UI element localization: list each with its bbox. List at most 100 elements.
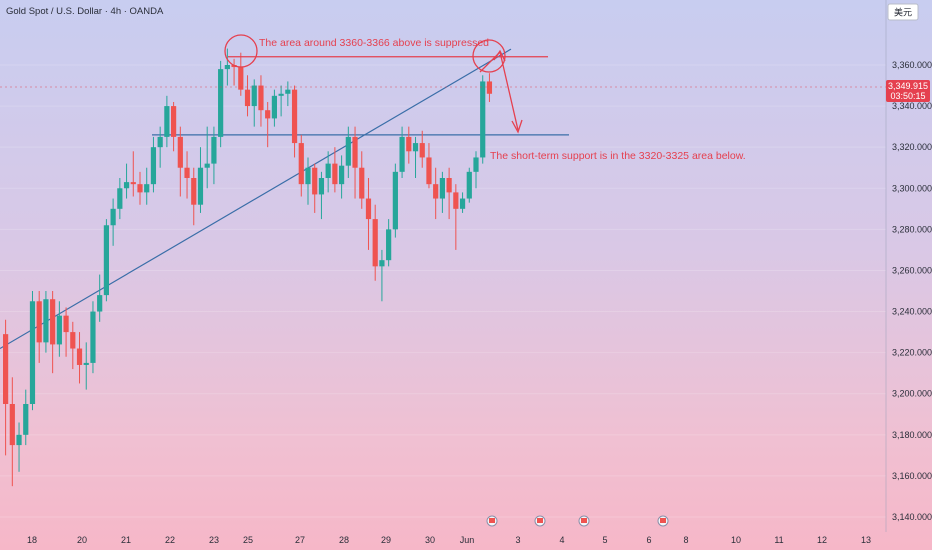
y-tick-label: 3,220.000 xyxy=(892,348,932,358)
candle-body xyxy=(480,81,486,158)
candle-body xyxy=(446,178,452,193)
y-tick-label: 3,240.000 xyxy=(892,307,932,317)
x-axis: 18 20 21 22 23 25 27 28 29 30 Jun 3 4 5 6 8 10 11 12 13 xyxy=(27,535,871,545)
candle-body xyxy=(157,136,163,148)
x-tick-label: 3 xyxy=(515,535,520,545)
arrow-head xyxy=(511,119,523,134)
x-tick-label: 20 xyxy=(77,535,87,545)
support-note: The short-term support is in the 3320-33… xyxy=(490,150,746,162)
candle-body xyxy=(359,167,365,199)
x-tick-label: 8 xyxy=(683,535,688,545)
candle-body xyxy=(278,93,284,96)
candle-body xyxy=(305,167,311,185)
candle-body xyxy=(453,192,459,209)
candle-body xyxy=(117,188,123,209)
bar-countdown: 03:50:15 xyxy=(890,91,925,101)
y-tick-label: 3,200.000 xyxy=(892,389,932,399)
candle-body xyxy=(3,334,9,404)
y-tick-label: 3,180.000 xyxy=(892,430,932,440)
candle-body xyxy=(23,404,29,435)
candle-body xyxy=(197,167,204,205)
candle-body xyxy=(386,229,392,261)
rising-trendline xyxy=(0,48,512,350)
x-tick-label: 28 xyxy=(339,535,349,545)
event-icons xyxy=(486,515,669,527)
x-tick-label: 27 xyxy=(295,535,305,545)
y-tick-label: 3,160.000 xyxy=(892,471,932,481)
candle-body xyxy=(184,167,190,178)
y-tick-label: 3,300.000 xyxy=(892,183,932,193)
candle-body xyxy=(144,184,150,193)
candle-body xyxy=(379,260,385,267)
x-tick-label: Jun xyxy=(460,535,475,545)
candle-body xyxy=(399,136,405,172)
candle-body xyxy=(43,299,49,343)
candle-body xyxy=(103,225,109,296)
candle-body xyxy=(339,165,345,185)
candle-body xyxy=(459,198,466,209)
candle-body xyxy=(130,182,136,185)
y-tick-label: 3,280.000 xyxy=(892,224,932,234)
candle-body xyxy=(291,89,298,144)
resistance-circle-left xyxy=(224,34,258,68)
candle-body xyxy=(298,143,304,185)
candle-body xyxy=(433,184,439,199)
candle-body xyxy=(265,110,271,119)
candle-body xyxy=(123,182,130,189)
x-tick-label: 18 xyxy=(27,535,37,545)
candle-body xyxy=(177,136,183,168)
grid xyxy=(0,64,886,518)
candle-body xyxy=(251,85,257,107)
resistance-note: The area around 3360-3366 above is suppr… xyxy=(259,37,489,49)
candle-body xyxy=(392,171,398,230)
candle-body xyxy=(224,65,230,70)
candle-body xyxy=(63,315,69,333)
candle-body xyxy=(204,163,210,168)
candle-body xyxy=(352,136,358,168)
candle-body xyxy=(36,301,42,343)
x-tick-label: 25 xyxy=(243,535,253,545)
x-tick-label: 29 xyxy=(381,535,391,545)
candle-body xyxy=(325,163,331,178)
y-tick-label: 3,340.000 xyxy=(892,101,932,111)
x-tick-label: 6 xyxy=(646,535,651,545)
x-tick-label: 4 xyxy=(559,535,564,545)
candle-body xyxy=(345,136,351,166)
candle-body xyxy=(426,157,432,185)
candle-body xyxy=(137,184,143,193)
x-tick-label: 12 xyxy=(817,535,827,545)
currency-label: 美元 xyxy=(894,7,912,18)
current-price: 3,349.915 xyxy=(888,81,928,91)
candle-body xyxy=(76,348,83,365)
candle-body xyxy=(285,89,291,94)
candle-body xyxy=(50,299,56,345)
currency-button[interactable]: 美元 xyxy=(887,3,919,21)
x-tick-label: 22 xyxy=(165,535,175,545)
candle-body xyxy=(365,198,372,220)
candle-body xyxy=(473,157,479,172)
trendline xyxy=(0,48,512,350)
candle-body xyxy=(164,106,170,137)
candle-body xyxy=(318,178,325,195)
candle-body xyxy=(56,315,62,345)
flag-icon xyxy=(581,518,587,523)
y-tick-label: 3,320.000 xyxy=(892,142,932,152)
candle-body xyxy=(90,311,96,363)
candle-body xyxy=(372,219,378,267)
candle-body xyxy=(83,362,89,365)
annotation-marks xyxy=(0,34,886,134)
flag-icon xyxy=(537,518,543,523)
candle-body xyxy=(238,67,244,90)
candle-body xyxy=(9,404,15,446)
candle-body xyxy=(211,136,217,164)
candle-body xyxy=(218,69,224,137)
candle-body xyxy=(412,143,419,152)
x-tick-label: 30 xyxy=(425,535,435,545)
candle-body xyxy=(70,332,76,349)
price-label: 3,349.915 03:50:15 xyxy=(886,80,930,102)
candle-body xyxy=(244,89,251,107)
candle-body xyxy=(110,208,116,226)
candle-body xyxy=(97,295,103,312)
x-tick-label: 21 xyxy=(121,535,131,545)
